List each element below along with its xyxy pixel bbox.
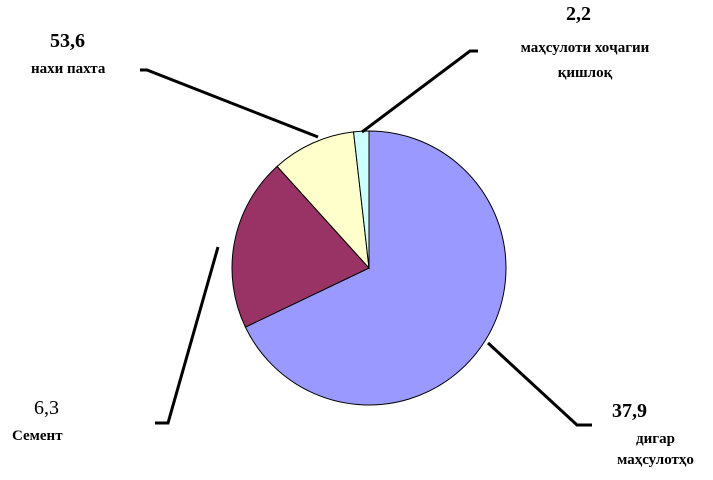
value-label-agri: 2,2 bbox=[566, 3, 591, 25]
category-label-cement: Семент bbox=[12, 428, 63, 444]
leader-lines bbox=[140, 49, 592, 427]
category-label-agri: маҳсулоти хоҷагии қишлоқ bbox=[480, 40, 690, 82]
category-label-agri-line2: қишлоқ bbox=[557, 65, 613, 81]
pie-slice-cement bbox=[231, 165, 370, 328]
value-label-cement: 6,3 bbox=[34, 397, 59, 419]
value-label-other: 37,9 bbox=[612, 400, 647, 422]
leader-line-cement bbox=[155, 246, 220, 425]
pie-slices bbox=[231, 130, 507, 406]
value-label-cotton: 53,6 bbox=[50, 30, 85, 52]
pie-slice-cotton bbox=[276, 131, 370, 270]
category-label-cotton: нахи пахта bbox=[31, 61, 106, 77]
leader-line-other bbox=[486, 341, 592, 427]
category-label-agri-line1: маҳсулоти хоҷагии bbox=[520, 40, 650, 56]
leader-line-agri bbox=[361, 49, 478, 134]
category-label-other-line2: маҳсулотҳо bbox=[617, 452, 694, 468]
pie-slice-other bbox=[244, 130, 507, 406]
pie-slice-agri bbox=[352, 130, 370, 269]
category-label-other: дигар маҳсулотҳо bbox=[598, 431, 713, 469]
leader-line-cotton bbox=[140, 68, 319, 139]
category-label-other-line1: дигар bbox=[636, 431, 675, 447]
